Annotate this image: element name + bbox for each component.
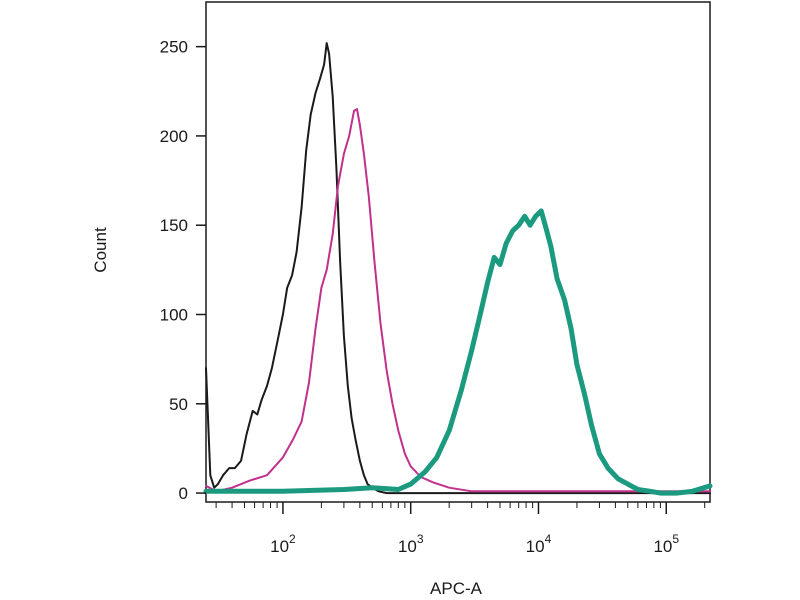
series-layer: [203, 42, 713, 496]
y-tick-label: 50: [169, 395, 188, 414]
y-tick-label: 100: [160, 306, 188, 325]
series-line-teal: [203, 208, 713, 496]
plot-frame: [205, 1, 711, 503]
x-tick-label: 104: [526, 532, 552, 556]
y-tick-label: 200: [160, 127, 188, 146]
y-axis: 0 50 100 150 200 250: [160, 38, 206, 503]
x-axis: 102 103 104 105: [215, 502, 706, 556]
y-tick-label: 0: [179, 484, 188, 503]
x-axis-title: APC-A: [430, 579, 483, 598]
y-tick-label: 250: [160, 38, 188, 57]
x-tick-label: 105: [653, 532, 679, 556]
x-tick-label: 102: [270, 532, 296, 556]
x-tick-label: 103: [398, 532, 424, 556]
y-axis-title: Count: [91, 227, 110, 273]
y-tick-label: 150: [160, 216, 188, 235]
series-line-magenta: [205, 108, 711, 493]
series-line-black: [205, 42, 711, 495]
